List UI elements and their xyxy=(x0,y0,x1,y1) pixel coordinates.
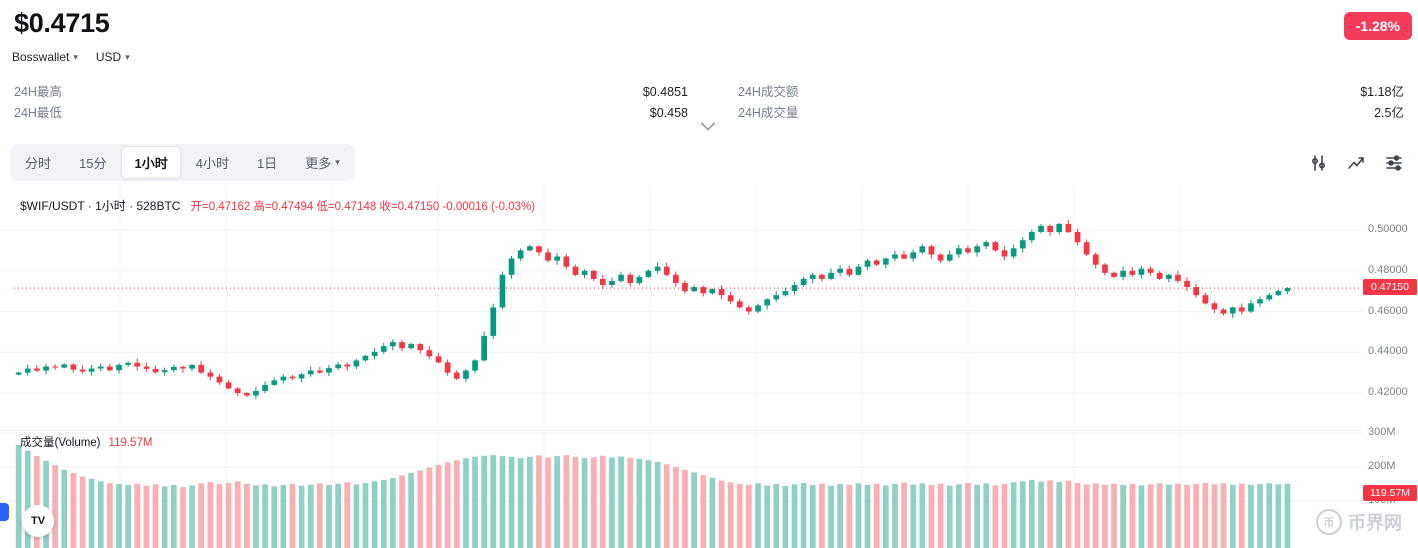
stat-label: 24H最高 xyxy=(14,85,62,99)
stat-label: 24H最低 xyxy=(14,106,62,120)
stat-value: $0.4851 xyxy=(642,85,688,99)
stat-value: $0.458 xyxy=(649,106,688,120)
tradingview-attribution-tab[interactable] xyxy=(0,503,9,521)
chart-settings-icon[interactable] xyxy=(1308,153,1328,173)
interval-tabs: 分时 15分 1小时 4小时 1日 更多 ▾ xyxy=(10,144,355,181)
exchange-select[interactable]: Bosswallet ▾ xyxy=(12,50,78,64)
chart-toolbar: 分时 15分 1小时 4小时 1日 更多 ▾ xyxy=(10,144,1408,181)
volume-pane-label: 成交量(Volume) xyxy=(20,437,101,449)
stats-collapse-toggle[interactable] xyxy=(700,118,716,136)
current-volume-axis-badge: 119.57M xyxy=(1363,485,1417,502)
volume-legend: 成交量(Volume) 119.57M xyxy=(20,434,152,450)
volume-axis-label: 200M xyxy=(1368,460,1396,472)
price-axis-label: 0.50000 xyxy=(1368,223,1408,235)
volume-axis-label: 300M xyxy=(1368,426,1396,438)
tab-4小时[interactable]: 4小时 xyxy=(195,156,229,171)
exchange-label: Bosswallet xyxy=(12,50,70,64)
stat-row-low: 24H最低 $0.458 xyxy=(14,103,688,124)
chevron-down-icon: ▾ xyxy=(73,51,78,62)
chevron-down-icon: ▾ xyxy=(125,51,130,62)
candlestick-canvas[interactable] xyxy=(0,185,1418,548)
indicators-icon[interactable] xyxy=(1346,153,1366,173)
watermark: 币 币界网 xyxy=(1316,509,1402,535)
pane-divider xyxy=(0,430,1362,431)
change-badge: -1.28% xyxy=(1343,12,1412,40)
stat-label: 24H成交额 xyxy=(738,85,799,99)
stats-left-column: 24H最高 $0.4851 24H最低 $0.458 xyxy=(14,82,688,124)
price-chart: $WIF/USDT · 1小时 · 528BTC 开=0.47162 高=0.4… xyxy=(0,185,1418,548)
legend-ohlc: 开=0.47162 高=0.47494 低=0.47148 收=0.47150 … xyxy=(190,201,536,213)
watermark-logo-icon: 币 xyxy=(1316,509,1342,535)
tab-分时[interactable]: 分时 xyxy=(25,156,52,171)
tab-1日[interactable]: 1日 xyxy=(256,156,278,171)
tab-more[interactable]: 更多 ▾ xyxy=(305,156,340,171)
chart-legend: $WIF/USDT · 1小时 · 528BTC 开=0.47162 高=0.4… xyxy=(20,197,535,214)
chevron-down-icon xyxy=(701,122,715,131)
stat-row-high: 24H最高 $0.4851 xyxy=(14,82,688,103)
price-axis-label: 0.46000 xyxy=(1368,304,1408,317)
tradingview-logo[interactable]: TV xyxy=(22,505,54,537)
price-axis-label: 0.44000 xyxy=(1368,345,1408,358)
currency-label: USD xyxy=(95,50,122,64)
stats-right-column: 24H成交额 $1.18亿 24H成交量 2.5亿 xyxy=(738,82,1404,124)
display-settings-icon[interactable] xyxy=(1384,153,1404,173)
tab-1小时[interactable]: 1小时 xyxy=(121,146,181,179)
current-price-axis-badge: 0.47150 xyxy=(1363,279,1417,296)
stat-value: $1.18亿 xyxy=(1360,85,1404,99)
price-axis-label: 0.42000 xyxy=(1368,386,1408,398)
source-selectors: Bosswallet ▾ USD ▾ xyxy=(12,50,130,64)
stat-row-volume: 24H成交量 2.5亿 xyxy=(738,103,1404,124)
legend-symbol: $WIF/USDT · 1小时 · 528BTC xyxy=(20,199,181,213)
watermark-text: 币界网 xyxy=(1348,513,1402,533)
volume-pane-value: 119.57M xyxy=(108,437,153,449)
stat-label: 24H成交量 xyxy=(738,106,799,120)
chevron-down-icon: ▾ xyxy=(335,157,340,167)
current-price: $0.4715 xyxy=(14,8,110,38)
currency-select[interactable]: USD ▾ xyxy=(96,50,130,64)
price-axis-label: 0.48000 xyxy=(1368,263,1408,276)
stat-row-turnover: 24H成交额 $1.18亿 xyxy=(738,82,1404,103)
tab-15分[interactable]: 15分 xyxy=(79,156,107,171)
stat-value: 2.5亿 xyxy=(1374,106,1404,120)
toolbar-icons xyxy=(1308,153,1404,173)
